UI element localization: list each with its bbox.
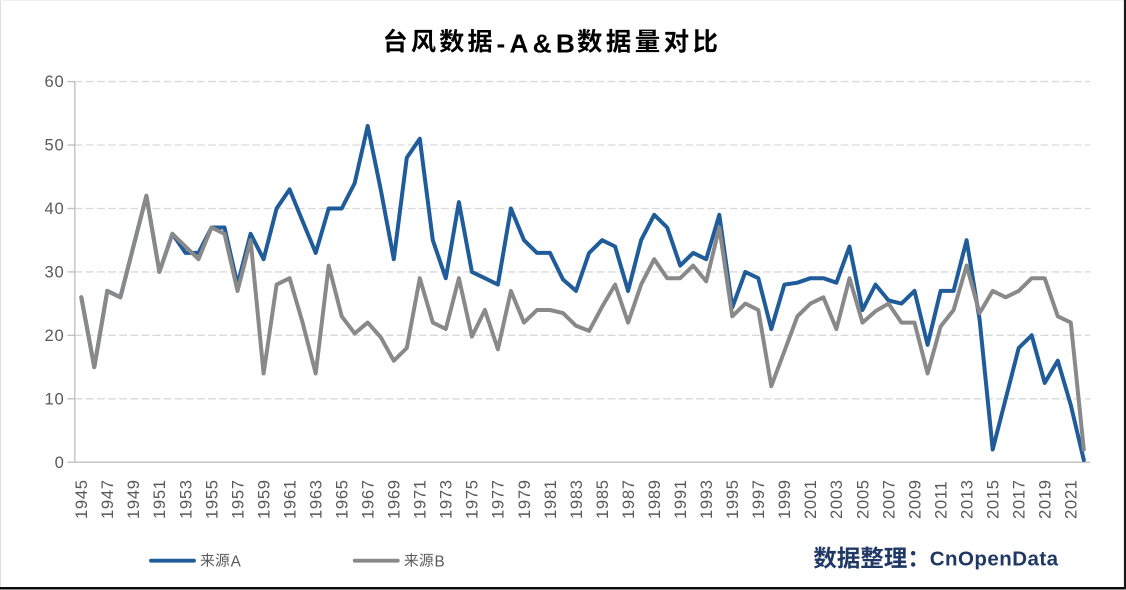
svg-text:2013: 2013	[957, 479, 976, 519]
svg-text:1977: 1977	[489, 479, 508, 519]
svg-text:2017: 2017	[1010, 479, 1029, 519]
svg-text:2021: 2021	[1062, 479, 1081, 519]
svg-text:A: A	[231, 554, 242, 571]
svg-text:1997: 1997	[749, 479, 768, 519]
svg-text:0: 0	[55, 453, 65, 472]
svg-text:50: 50	[45, 136, 65, 155]
svg-text:2011: 2011	[931, 481, 950, 519]
svg-text:1987: 1987	[619, 479, 638, 519]
svg-text:1945: 1945	[72, 479, 91, 519]
svg-text:2005: 2005	[853, 479, 872, 519]
svg-text:30: 30	[45, 263, 65, 282]
svg-text:-A&B: -A&B	[497, 28, 580, 58]
svg-text:40: 40	[45, 199, 65, 218]
svg-text:2001: 2001	[801, 479, 820, 519]
svg-text:1955: 1955	[202, 479, 221, 519]
svg-text:1967: 1967	[359, 479, 378, 519]
svg-text:B: B	[435, 554, 445, 571]
svg-text:2009: 2009	[905, 479, 924, 519]
svg-text:1989: 1989	[645, 479, 664, 519]
svg-text:2007: 2007	[879, 479, 898, 519]
svg-text:1995: 1995	[723, 479, 742, 519]
svg-text:1991: 1991	[671, 479, 690, 519]
svg-text:1983: 1983	[567, 479, 586, 519]
svg-text:1969: 1969	[385, 479, 404, 519]
svg-text:1999: 1999	[775, 479, 794, 519]
svg-text:2003: 2003	[827, 479, 846, 519]
svg-text:1965: 1965	[333, 479, 352, 519]
svg-text:1971: 1971	[411, 479, 430, 519]
svg-text:1961: 1961	[280, 479, 299, 519]
svg-text:1993: 1993	[697, 479, 716, 519]
svg-text:60: 60	[45, 72, 65, 91]
svg-text:1949: 1949	[124, 479, 143, 519]
svg-text:1975: 1975	[463, 479, 482, 519]
svg-text:1957: 1957	[228, 479, 247, 519]
svg-text:1979: 1979	[515, 479, 534, 519]
svg-text:2019: 2019	[1036, 479, 1055, 519]
svg-text:2015: 2015	[984, 479, 1003, 519]
svg-text:1985: 1985	[593, 479, 612, 519]
svg-text:1947: 1947	[98, 479, 117, 519]
svg-text:1963: 1963	[307, 479, 326, 519]
svg-text:CnOpenData: CnOpenData	[930, 548, 1059, 571]
svg-text:1951: 1951	[150, 479, 169, 519]
svg-text:1973: 1973	[437, 479, 456, 519]
svg-text:20: 20	[45, 326, 65, 345]
svg-text:1953: 1953	[176, 479, 195, 519]
svg-text:10: 10	[45, 389, 65, 408]
svg-text:1959: 1959	[254, 479, 273, 519]
svg-text:1981: 1981	[541, 479, 560, 519]
